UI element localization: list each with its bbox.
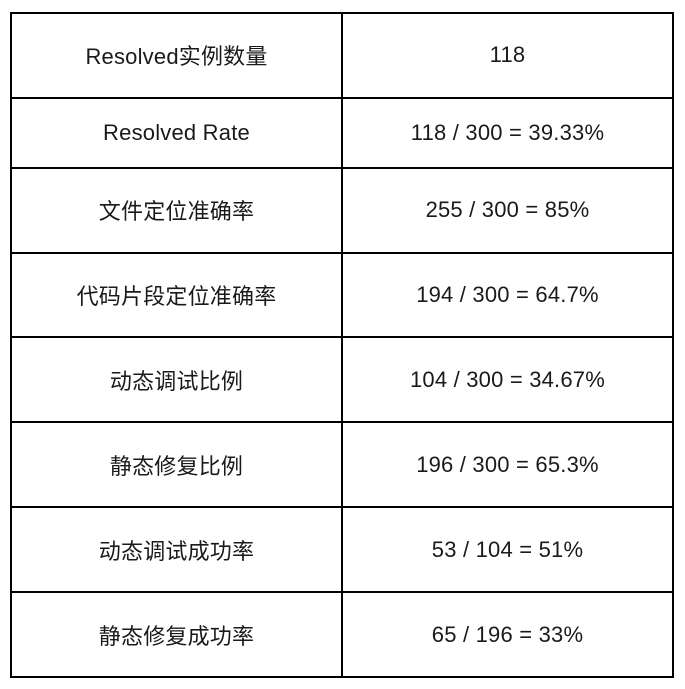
metric-label: 文件定位准确率 bbox=[10, 166, 343, 254]
metric-value: 53 / 104 = 51% bbox=[341, 506, 674, 594]
metric-label: 代码片段定位准确率 bbox=[10, 251, 343, 339]
metric-value: 104 / 300 = 34.67% bbox=[341, 336, 674, 424]
table-row: Resolved Rate 118 / 300 = 39.33% bbox=[10, 96, 674, 169]
table-row: 静态修复比例 196 / 300 = 65.3% bbox=[10, 421, 674, 509]
metric-value: 118 / 300 = 39.33% bbox=[341, 96, 674, 169]
metrics-table: Resolved实例数量 118 Resolved Rate 118 / 300… bbox=[10, 12, 674, 678]
metric-label: 动态调试成功率 bbox=[10, 506, 343, 594]
metric-value: 255 / 300 = 85% bbox=[341, 166, 674, 254]
metric-value: 196 / 300 = 65.3% bbox=[341, 421, 674, 509]
metric-label: 静态修复成功率 bbox=[10, 591, 343, 678]
table-row: 动态调试成功率 53 / 104 = 51% bbox=[10, 506, 674, 594]
table-row: 静态修复成功率 65 / 196 = 33% bbox=[10, 591, 674, 678]
table-row: 动态调试比例 104 / 300 = 34.67% bbox=[10, 336, 674, 424]
metric-label: 静态修复比例 bbox=[10, 421, 343, 509]
metric-value: 194 / 300 = 64.7% bbox=[341, 251, 674, 339]
metric-value: 118 bbox=[341, 12, 674, 99]
metrics-table-body: Resolved实例数量 118 Resolved Rate 118 / 300… bbox=[10, 12, 674, 678]
metrics-table-grid: Resolved实例数量 118 Resolved Rate 118 / 300… bbox=[10, 12, 674, 678]
metric-label: 动态调试比例 bbox=[10, 336, 343, 424]
table-row: 代码片段定位准确率 194 / 300 = 64.7% bbox=[10, 251, 674, 339]
metric-label: Resolved Rate bbox=[10, 96, 343, 169]
metric-label: Resolved实例数量 bbox=[10, 12, 343, 99]
metric-value: 65 / 196 = 33% bbox=[341, 591, 674, 678]
table-row: Resolved实例数量 118 bbox=[10, 12, 674, 99]
table-row: 文件定位准确率 255 / 300 = 85% bbox=[10, 166, 674, 254]
